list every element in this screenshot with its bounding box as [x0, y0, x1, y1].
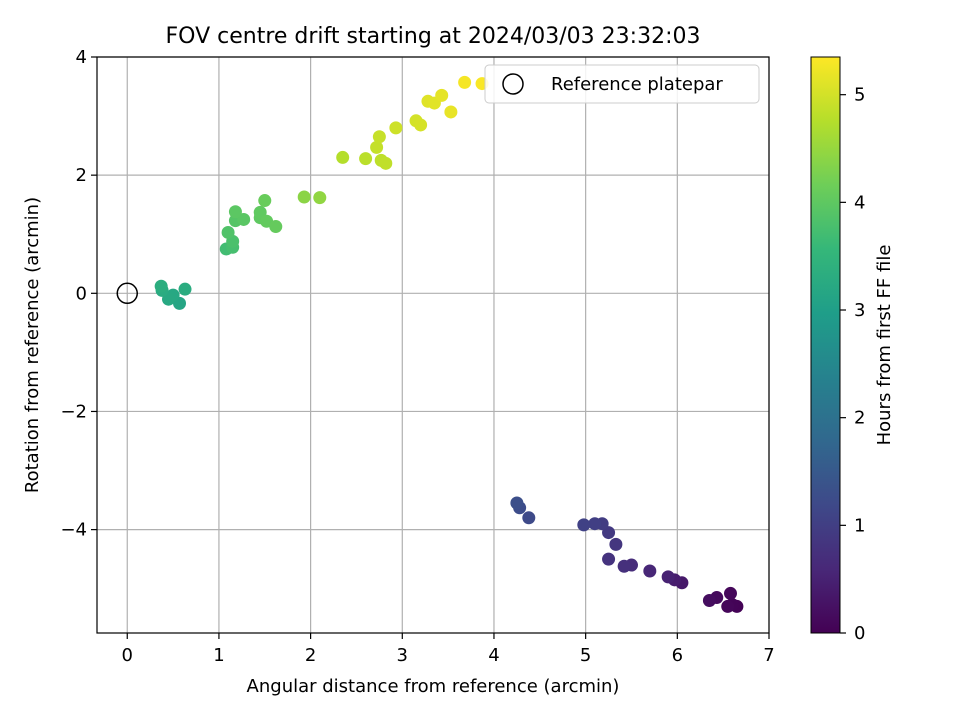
legend-box: [484, 64, 760, 104]
data-point: [510, 496, 524, 510]
data-point: [336, 150, 350, 164]
data-point: [313, 191, 327, 205]
x-tick-label: 3: [397, 645, 408, 666]
data-point: [723, 586, 737, 600]
data-point: [643, 564, 657, 578]
colorbar-tick-label: 0: [854, 623, 865, 644]
data-point: [154, 279, 168, 293]
reference-layer: [116, 282, 139, 305]
colorbar-tick-label: 2: [854, 408, 865, 429]
data-point: [721, 599, 735, 613]
data-point: [269, 220, 283, 234]
y-axis-title: Rotation from reference (arcmin): [22, 197, 43, 493]
x-tick-label: 5: [580, 645, 591, 666]
colorbar-tick-label: 1: [854, 515, 865, 536]
y-tick-label: −4: [60, 520, 87, 541]
data-point: [702, 594, 716, 608]
colorbar-tick-label: 4: [854, 192, 865, 213]
x-axis-ticks: 0 1 2 3 4 5 6 7: [122, 633, 775, 666]
y-tick-label: 4: [76, 47, 87, 68]
data-point: [370, 140, 384, 154]
colorbar-title: Hours from first FF file: [874, 245, 895, 446]
data-point: [221, 225, 235, 239]
data-point: [414, 118, 428, 132]
data-point: [379, 156, 393, 170]
x-axis-title: Angular distance from reference (arcmin): [247, 676, 620, 697]
data-point: [178, 282, 192, 296]
x-tick-label: 7: [763, 645, 774, 666]
legend-label-reference: Reference platepar: [551, 74, 723, 95]
data-point: [588, 517, 602, 531]
data-points: [154, 75, 744, 613]
colorbar-tick-label: 3: [854, 300, 865, 321]
data-point: [297, 190, 311, 204]
x-tick-label: 1: [213, 645, 224, 666]
x-tick-label: 0: [122, 645, 133, 666]
chart-title: FOV centre drift starting at 2024/03/03 …: [166, 24, 701, 49]
data-point: [661, 570, 675, 584]
data-point: [577, 518, 591, 532]
reference-platepar-marker: [116, 282, 139, 305]
data-point: [458, 75, 472, 89]
legend: Reference platepar: [484, 64, 760, 104]
data-point: [522, 511, 536, 525]
data-point: [372, 130, 386, 144]
data-point: [389, 121, 403, 135]
y-tick-label: 0: [76, 283, 87, 304]
data-point: [444, 105, 458, 119]
data-point: [609, 537, 623, 551]
colorbar-frame: [810, 56, 841, 634]
colorbar-tick-label: 5: [854, 85, 865, 106]
data-point: [228, 205, 242, 219]
legend-marker-reference: [502, 73, 524, 95]
x-tick-label: 2: [305, 645, 316, 666]
plot-frame: [96, 56, 770, 634]
colorbar: 0 1 2 3 4 5 Hours from first FF file: [810, 56, 895, 644]
y-axis-ticks: −4 −2 0 2 4: [60, 47, 97, 541]
y-tick-label: −2: [60, 401, 87, 422]
data-point: [617, 559, 631, 573]
data-point: [435, 88, 449, 102]
x-tick-label: 4: [488, 645, 499, 666]
data-point: [258, 194, 272, 208]
x-tick-label: 6: [672, 645, 683, 666]
colorbar-ticks: 0 1 2 3 4 5: [840, 85, 865, 644]
colorbar-gradient: [811, 57, 840, 633]
data-point: [237, 212, 251, 226]
y-tick-label: 2: [76, 165, 87, 186]
grid-lines: [97, 56, 770, 633]
data-point: [359, 152, 373, 166]
data-point: [602, 552, 616, 566]
